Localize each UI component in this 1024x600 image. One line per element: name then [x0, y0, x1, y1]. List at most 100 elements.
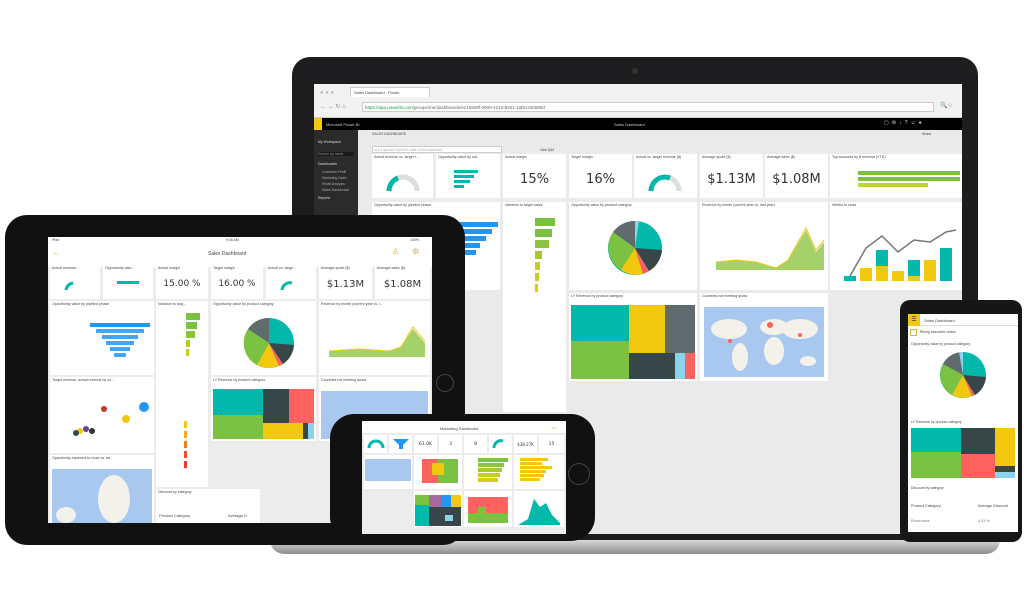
tile-average-quote[interactable]: Average quote ($) $1.13M: [319, 265, 372, 299]
treemap[interactable]: [911, 428, 1015, 478]
tile-title: Opportunity value by pipeline phase: [52, 302, 110, 306]
pie-chart[interactable]: [938, 350, 988, 400]
home-button[interactable]: [568, 463, 590, 485]
back-arrow-icon[interactable]: ←: [52, 248, 60, 257]
android-header: ☰ Sales Dashboard: [908, 314, 1018, 326]
tile-title: LY Revenue by product category: [911, 420, 962, 424]
tile-funnel[interactable]: [389, 435, 412, 453]
nav-buttons[interactable]: ← → ↻ ⌂: [320, 104, 346, 110]
tile[interactable]: Actual vs. targe...: [266, 265, 316, 299]
tile-target-margin[interactable]: Target margin 16.00 %: [211, 265, 263, 299]
menu-icon[interactable]: ☰: [908, 314, 920, 326]
tile-gauge[interactable]: [364, 435, 387, 453]
tile-opportunity-product[interactable]: Opportunity value by product category: [211, 301, 316, 375]
sidebar-search[interactable]: Search by name: [318, 152, 354, 156]
bar-chart: [454, 170, 478, 188]
tile-title: Discount by category: [911, 486, 944, 490]
window-controls[interactable]: ● ● ●: [320, 90, 335, 96]
address-bar[interactable]: https://app.powerbi.com/groups/me/dashbo…: [362, 102, 934, 112]
tile-gauge[interactable]: [489, 435, 512, 453]
sidebar-my-workspace[interactable]: My Workspace: [318, 140, 342, 144]
tile-target-revenue[interactable]: Target revenue, actual revenue by co...: [50, 377, 154, 453]
tile-revenue-month[interactable]: Revenue by month (current year vs. l...: [319, 301, 430, 375]
gauge-chart: [648, 174, 682, 192]
header-icons[interactable]: ▢⚙↓?☺●: [884, 120, 925, 126]
tile-actual-revenue[interactable]: Actual revenue vs. target r...: [372, 154, 433, 198]
tile-weeks-to-close[interactable]: Weeks to close: [830, 202, 962, 290]
tile-heatmap[interactable]: [414, 455, 462, 489]
settings-icon[interactable]: ⚙: [412, 247, 420, 256]
tile-target-margin[interactable]: Target margin 16%: [569, 154, 632, 198]
tile-ly-revenue[interactable]: LY Revenue by product category: [211, 377, 316, 441]
sidebar-item[interactable]: Sales Dashboard: [322, 188, 349, 192]
tile-average-quote[interactable]: Average quote ($) $1.13M: [700, 154, 763, 198]
tile-title: Actual revenue vs. target r...: [374, 155, 419, 159]
tile-actual-vs-target[interactable]: Actual vs. target revenue ($): [634, 154, 697, 198]
sidebar-reports[interactable]: Reports: [318, 196, 331, 200]
tile-average-sales[interactable]: Average sales ($) $1.08M: [375, 265, 430, 299]
tile-average-sales[interactable]: Average sales ($) $1.08M: [765, 154, 828, 198]
tile-title: Revenue by month (current year vs. last …: [702, 203, 775, 207]
back-arrow-icon[interactable]: ←: [365, 425, 370, 431]
map[interactable]: [52, 469, 152, 523]
tile-ly-revenue[interactable]: LY Revenue by product category: [569, 293, 697, 381]
tile-area[interactable]: [514, 491, 564, 527]
tile-treemap[interactable]: [414, 491, 462, 527]
tile-actual-margin[interactable]: Actual margin 15.00 %: [156, 265, 208, 299]
qna-button[interactable]: View Q&A: [540, 148, 555, 152]
kpi-tile[interactable]: $38.27K: [514, 435, 537, 453]
pbi-header: Microsoft Power BI Sales Dashboard ▢⚙↓?☺…: [314, 118, 962, 130]
tile-title: Average sales ($): [377, 266, 406, 270]
sidebar-dashboards[interactable]: Dashboards: [318, 162, 337, 166]
tile-variance[interactable]: Variance to targ...: [156, 301, 208, 487]
laptop-base: [270, 540, 1000, 554]
tile-title: Actual margin: [158, 266, 180, 270]
column-header: Product Category: [911, 504, 941, 508]
tile-revenue-by-month[interactable]: Revenue by month (current year vs. last …: [700, 202, 828, 290]
tile-bar-yellow[interactable]: [514, 455, 564, 489]
tile-opportunity-expected[interactable]: Opportunity expected to close vs. tar...: [50, 455, 154, 523]
kpi-tile[interactable]: 3: [439, 435, 462, 453]
more-icon[interactable]: •••: [552, 425, 557, 430]
tile-pipeline[interactable]: Opportunity value by pipeline phase: [50, 301, 154, 375]
kpi-value: 8: [474, 442, 477, 447]
sidebar-item[interactable]: Marketing Dash: [322, 176, 347, 180]
world-map[interactable]: [704, 307, 824, 377]
tile-title: Opportunity value by product category: [911, 342, 971, 346]
url-host: app.powerbi.com: [378, 105, 413, 110]
app-launcher-icon[interactable]: [314, 118, 322, 130]
tile-map[interactable]: [364, 455, 412, 489]
world-map[interactable]: [365, 459, 411, 481]
tile-discount[interactable]: Discount by category Product Category Av…: [156, 489, 260, 523]
search-star-icon[interactable]: 🔍☆: [940, 103, 953, 109]
user-icon[interactable]: ♙: [392, 247, 400, 256]
phone-header: ← Marketing Dashboard •••: [362, 421, 566, 433]
kpi-tile[interactable]: 8: [464, 435, 487, 453]
tile-opportunity-by-sales[interactable]: Opportunity value by sal...: [436, 154, 500, 198]
kpi-tile[interactable]: 15: [539, 435, 564, 453]
funnel-chart: [432, 222, 498, 255]
tile-stacked[interactable]: [464, 491, 512, 527]
pie-chart: [243, 317, 294, 369]
tile-variance-target[interactable]: Variance to target sales: [503, 202, 566, 412]
app-name: Microsoft Power BI: [326, 122, 360, 127]
browser-chrome: ● ● ● Sales Dashboard - Power ← → ↻ ⌂ ht…: [314, 84, 962, 118]
tile[interactable]: Opportunity valu...: [103, 265, 153, 299]
tile-opportunity-product[interactable]: Opportunity value by product category: [569, 202, 697, 290]
sidebar-item[interactable]: Retail Analysis: [322, 182, 345, 186]
kpi-tile[interactable]: 61.0K: [414, 435, 437, 453]
tile-bar[interactable]: [464, 455, 512, 489]
notice-text[interactable]: Rising executive notice: [920, 330, 956, 334]
tile-countries-map[interactable]: Countries not meeting quota: [700, 293, 828, 381]
sidebar-item[interactable]: Customer Profit: [322, 170, 347, 174]
tile[interactable]: Actual revenue...: [50, 265, 100, 299]
qna-input[interactable]: Ask a question about the data on this da…: [372, 146, 502, 153]
browser-tab[interactable]: Sales Dashboard - Power: [350, 87, 430, 97]
pie-chart: [608, 220, 662, 275]
url-secure: https://: [365, 105, 379, 110]
status-time: 9:45 AM: [226, 238, 239, 242]
tile-actual-margin[interactable]: Actual margin 15%: [503, 154, 566, 198]
share-button[interactable]: Share: [922, 132, 932, 136]
home-button[interactable]: [436, 374, 454, 392]
tile-top-accounts[interactable]: Top accounts by $ revenue (YTD): [830, 154, 962, 198]
